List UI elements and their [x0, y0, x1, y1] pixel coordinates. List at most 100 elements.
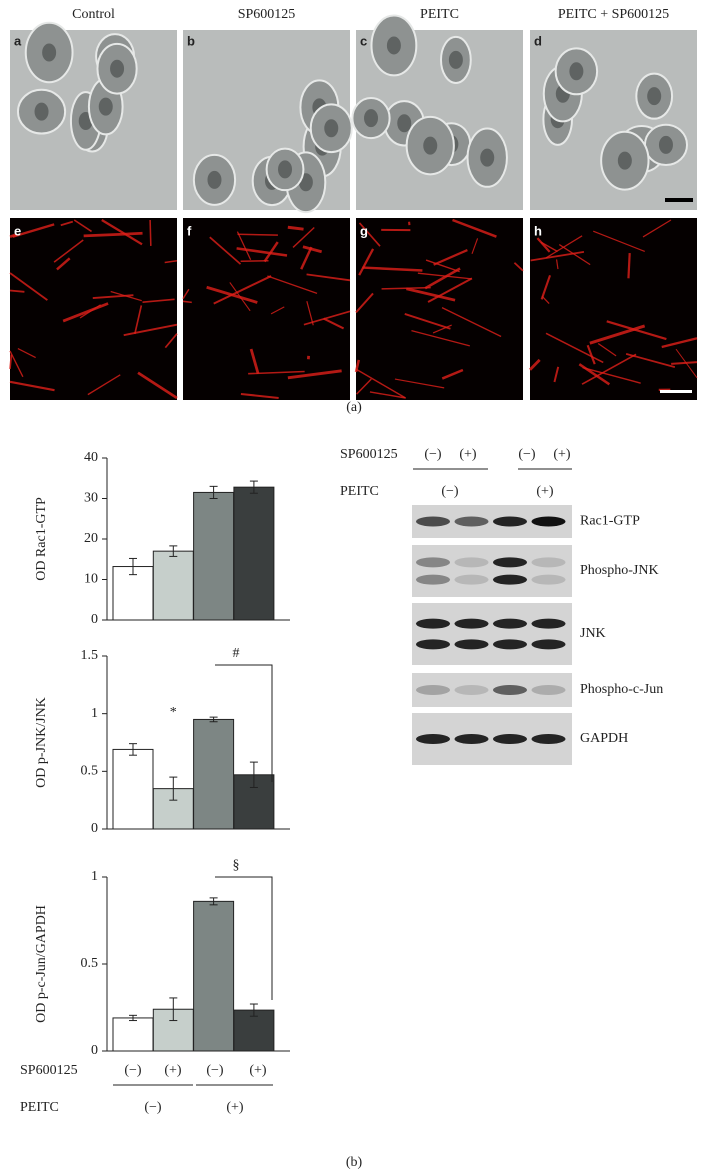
y-axis-label: OD Rac1-GTP: [34, 497, 49, 581]
scale-bar: [660, 390, 692, 393]
actin-fiber: [425, 259, 460, 273]
actin-fiber: [300, 246, 313, 270]
actin-fiber: [263, 241, 279, 263]
nucleus: [207, 170, 222, 189]
band: [454, 639, 489, 650]
actin-fiber: [381, 286, 431, 290]
band: [454, 574, 489, 585]
y-axis-label: OD p-JNK/JNK: [34, 697, 49, 788]
y-tick-label: 1: [91, 869, 98, 884]
significance-mark: *: [170, 705, 177, 720]
band: [531, 516, 566, 527]
nucleus: [278, 160, 293, 179]
y-tick-label: 1: [91, 706, 98, 721]
treatment-sign: (−): [206, 1063, 224, 1078]
band: [416, 618, 450, 629]
actin-fiber: [213, 275, 272, 305]
panel-letter: a: [14, 33, 22, 48]
band: [454, 685, 489, 695]
band: [493, 685, 527, 695]
band: [454, 734, 489, 744]
nucleus: [658, 135, 673, 154]
actin-fiber: [597, 342, 617, 357]
actin-fiber: [134, 305, 143, 335]
actin-fiber: [356, 378, 372, 395]
actin-fiber: [427, 277, 473, 303]
actin-fiber: [606, 320, 667, 341]
actin-fiber: [137, 371, 178, 400]
caption: (a): [346, 400, 362, 415]
nucleus: [98, 97, 113, 116]
nucleus: [364, 109, 379, 128]
panel-letter: h: [534, 223, 542, 238]
actin-fiber: [362, 266, 423, 272]
error-bar: [129, 557, 137, 576]
y-tick-label: 0.5: [81, 764, 99, 779]
actin-fiber: [452, 218, 497, 238]
treatment-sign: (+): [553, 447, 571, 462]
actin-fiber: [555, 259, 559, 270]
column-header: PEITC: [420, 7, 459, 22]
y-tick-label: 0: [91, 612, 98, 627]
row-label: PEITC: [20, 1100, 59, 1115]
band: [531, 557, 566, 568]
actin-fiber: [149, 219, 152, 246]
band: [493, 639, 527, 650]
actin-fiber: [358, 222, 381, 247]
actin-fiber: [123, 323, 178, 337]
actin-fiber: [9, 289, 25, 293]
actin-fiber: [406, 287, 456, 302]
actin-fiber: [83, 231, 143, 238]
actin-fiber: [642, 219, 672, 238]
band: [416, 685, 450, 695]
error-bar: [169, 776, 178, 801]
nucleus: [42, 43, 57, 62]
actin-fiber: [627, 253, 631, 279]
treatment-sign: (−): [441, 484, 459, 499]
treatment-sign: (−): [144, 1100, 162, 1115]
actin-fiber: [249, 348, 260, 375]
fluor-image: [356, 218, 523, 400]
actin-fiber: [87, 374, 121, 396]
row-label: PEITC: [340, 484, 379, 499]
actin-fiber: [236, 231, 252, 261]
nucleus: [386, 36, 401, 55]
band: [531, 734, 566, 744]
error-bar: [169, 997, 178, 1022]
error-bar: [249, 480, 258, 494]
actin-fiber: [411, 330, 470, 347]
actin-fiber: [540, 274, 552, 300]
actin-fiber: [62, 302, 109, 323]
actin-fiber: [625, 352, 676, 368]
y-tick-label: 10: [84, 572, 98, 587]
actin-fiber: [306, 301, 314, 326]
nucleus: [448, 50, 463, 69]
nucleus: [569, 62, 584, 81]
bar: [193, 718, 235, 830]
bar: [152, 550, 194, 621]
actin-fiber: [17, 348, 36, 359]
band: [416, 574, 450, 585]
actin-fiber: [593, 230, 645, 253]
actin-fiber: [578, 363, 611, 386]
band: [416, 639, 450, 650]
y-tick-label: 40: [84, 450, 98, 465]
band: [454, 516, 489, 527]
bar: [112, 1017, 154, 1052]
column-header: PEITC + SP600125: [558, 7, 669, 22]
bar: [112, 748, 154, 830]
actin-fiber: [240, 392, 279, 400]
actin-fiber: [12, 223, 55, 238]
actin-fiber: [287, 225, 304, 231]
actin-fiber: [323, 317, 345, 330]
blot-strip: [412, 603, 572, 665]
actin-fiber: [530, 250, 585, 262]
treatment-sign: (−): [518, 447, 536, 462]
actin-fiber: [267, 275, 318, 294]
error-bar: [209, 716, 218, 723]
panel-letter: d: [534, 33, 542, 48]
actin-fiber: [441, 368, 464, 380]
error-bar: [129, 1014, 137, 1022]
actin-fiber: [404, 313, 451, 330]
